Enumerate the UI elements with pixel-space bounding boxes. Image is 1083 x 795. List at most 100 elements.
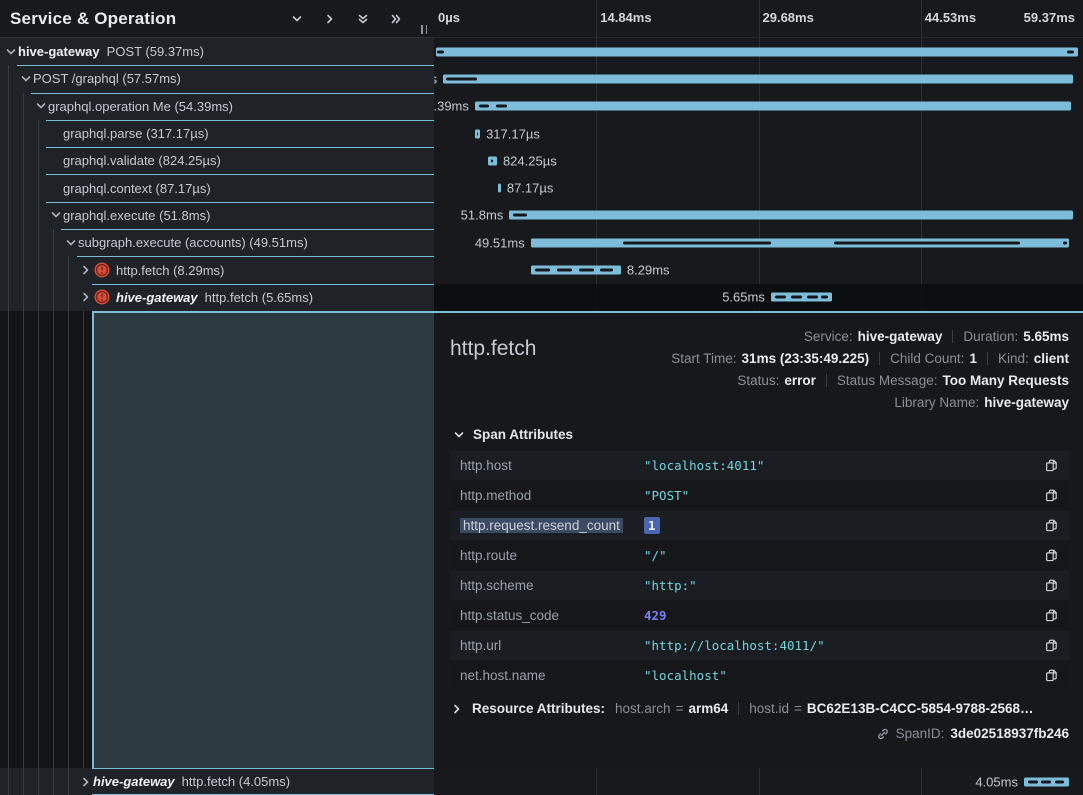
span-operation-label: subgraph.execute (accounts) (49.51ms) [78,235,308,250]
copy-icon[interactable] [1044,638,1059,653]
timeline-cell[interactable]: 87.17µs [434,174,1083,201]
chevron-down-icon[interactable] [19,73,33,85]
panel-resize-handle[interactable] [421,25,427,34]
tree-row[interactable]: graphql.validate (824.25µs) 824.25µs [0,147,1083,174]
chevron-right-icon[interactable] [79,264,93,276]
meta-divider [952,330,953,343]
span-tree-cell[interactable]: hive-gatewayhttp.fetch (5.65ms) [0,284,434,311]
resource-attributes-row[interactable]: Resource Attributes: host.arch=arm64host… [450,701,1069,716]
span-duration-label: 317.17µs [486,126,540,141]
tree-row[interactable]: subgraph.execute (accounts) (49.51ms) 49.… [0,229,1083,256]
service-name: hive-gateway [18,44,100,59]
copy-icon[interactable] [1044,578,1059,593]
timeline-cell[interactable] [434,38,1083,65]
span-tree-cell[interactable]: graphql.parse (317.17µs) [0,120,434,147]
tree-row[interactable]: graphql.parse (317.17µs) 317.17µs [0,120,1083,147]
span-duration-label: 824.25µs [503,153,557,168]
indent-guide [23,93,24,120]
span-bar-segment [446,77,477,80]
span-detail-panel: http.fetch Service:hive-gatewayDuration:… [434,311,1083,768]
tree-row[interactable]: graphql.operation Me (54.39ms)54.39ms [0,93,1083,120]
resource-attributes-items: host.arch=arm64host.id=BC62E13B-C4CC-585… [615,701,1034,716]
chevron-down-icon[interactable] [4,46,18,58]
ruler-tick-label: 14.84ms [600,10,651,25]
span-bar[interactable] [498,184,501,193]
span-tree-cell[interactable]: subgraph.execute (accounts) (49.51ms) [0,229,434,256]
tree-row[interactable]: hive-gatewayPOST (59.37ms) [0,38,1083,65]
attribute-row: http.url"http://localhost:4011/" [450,631,1069,660]
chevron-right-icon[interactable] [322,11,338,27]
copy-icon[interactable] [1044,518,1059,533]
span-operation-label: http.fetch (8.29ms) [116,263,224,278]
tree-row[interactable]: POST /graphql (57.57ms)57.57ms [0,65,1083,92]
row-separator [77,256,434,257]
span-bar-segment [791,296,802,299]
span-bar-segment [477,132,479,135]
indent-guide [23,120,24,147]
timeline-cell[interactable]: 4.05ms [434,768,1083,795]
chevrons-right-icon[interactable] [388,11,404,27]
row-separator [46,174,434,175]
timeline-cell[interactable]: 57.57ms [434,65,1083,92]
meta-label: Start Time: [671,351,736,366]
span-tree-cell[interactable]: hive-gatewayhttp.fetch (4.05ms) [0,768,434,795]
timeline-cell[interactable]: 51.8ms [434,202,1083,229]
span-tree-cell[interactable]: hive-gatewayPOST (59.37ms) [0,38,434,65]
indent-guide [23,202,24,229]
span-meta: Service:hive-gatewayDuration:5.65msStart… [671,325,1069,413]
timeline-cell[interactable]: 5.65ms [434,284,1083,311]
span-bar[interactable] [443,74,1073,83]
span-bar[interactable] [475,102,1071,111]
indent-guide [38,120,39,147]
chevrons-down-icon[interactable] [355,11,371,27]
indent-guide [8,93,9,120]
link-icon[interactable] [876,727,890,741]
timeline-cell[interactable]: 49.51ms [434,229,1083,256]
span-bar[interactable] [509,211,1073,220]
copy-icon[interactable] [1044,488,1059,503]
chevron-down-icon[interactable] [289,11,305,27]
timeline-cell[interactable]: 317.17µs [434,120,1083,147]
span-bar-segment [600,269,613,272]
span-bar[interactable] [436,47,1078,56]
chevron-down-icon[interactable] [34,100,48,112]
chevron-down-icon[interactable] [49,209,63,221]
timeline-cell[interactable]: 8.29ms [434,256,1083,283]
span-bar-segment [1063,241,1068,244]
tree-row[interactable]: http.fetch (8.29ms) 8.29ms [0,256,1083,283]
tree-row[interactable]: graphql.context (87.17µs)87.17µs [0,174,1083,201]
attribute-key: http.host [460,458,644,473]
timeline-cell[interactable]: 54.39ms [434,93,1083,120]
resource-value: arm64 [688,701,728,716]
meta-value: client [1034,351,1069,366]
span-tree-cell[interactable]: graphql.execute (51.8ms) [0,202,434,229]
chevron-right-icon[interactable] [79,291,93,303]
indent-guide [8,284,9,311]
copy-icon[interactable] [1044,548,1059,563]
chevron-down-icon[interactable] [64,237,78,249]
meta-label: Service: [804,329,853,344]
span-tree-cell[interactable]: graphql.operation Me (54.39ms) [0,93,434,120]
copy-icon[interactable] [1044,608,1059,623]
span-attributes-toggle[interactable]: Span Attributes [452,427,1069,442]
copy-icon[interactable] [1044,668,1059,683]
tree-row[interactable]: hive-gatewayhttp.fetch (5.65ms)5.65ms [0,284,1083,311]
copy-icon[interactable] [1044,458,1059,473]
span-title: http.fetch [450,337,536,413]
attribute-row: net.host.name"localhost" [450,661,1069,690]
timeline-cell[interactable]: 824.25µs [434,147,1083,174]
attribute-key: http.scheme [460,578,644,593]
indent-guide [68,311,69,768]
span-tree-cell[interactable]: graphql.context (87.17µs) [0,174,434,201]
tree-row-bottom[interactable]: hive-gatewayhttp.fetch (4.05ms)4.05ms [0,768,1083,795]
span-bar-segment [496,105,506,108]
tree-row[interactable]: graphql.execute (51.8ms)51.8ms [0,202,1083,229]
span-tree-cell[interactable]: http.fetch (8.29ms) [0,256,434,283]
span-tree-cell[interactable]: POST /graphql (57.57ms) [0,65,434,92]
bottom-span-row: hive-gatewayhttp.fetch (4.05ms)4.05ms [0,768,1083,795]
span-bar-segment [834,241,1020,244]
chevron-right-icon[interactable] [79,776,93,788]
span-tree-cell[interactable]: graphql.validate (824.25µs) [0,147,434,174]
attribute-row: http.scheme"http:" [450,571,1069,600]
row-separator [31,93,434,94]
